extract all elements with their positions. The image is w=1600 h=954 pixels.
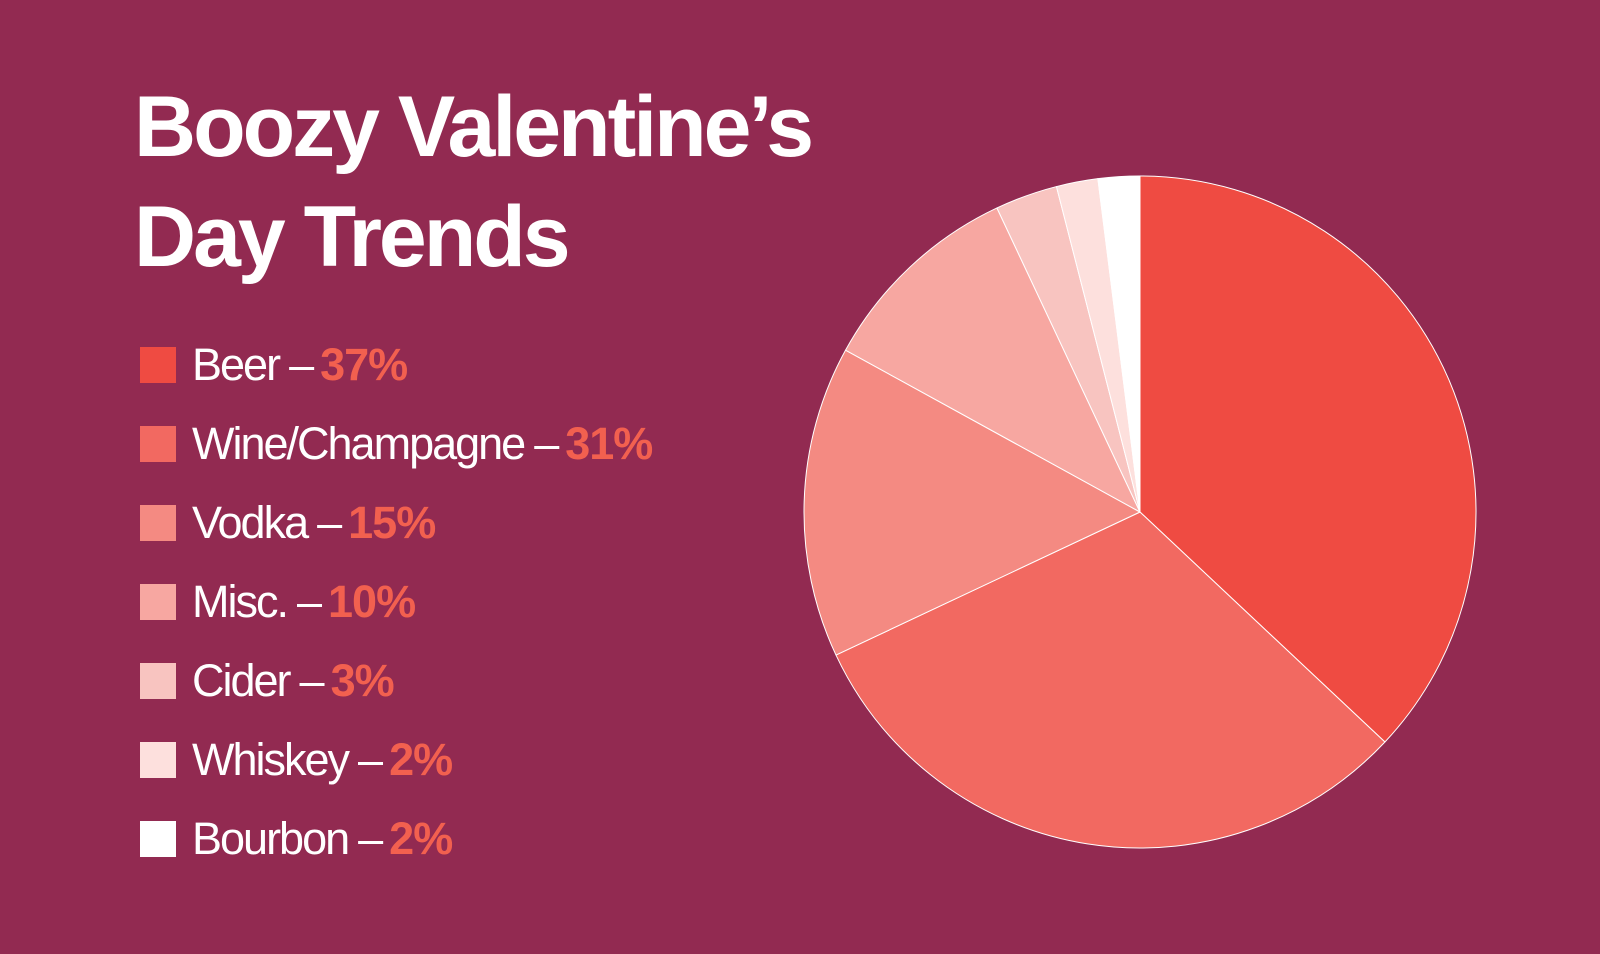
- legend-label-beer: Beer: [192, 338, 281, 390]
- legend-separator: –: [358, 812, 383, 864]
- legend-separator: –: [534, 417, 559, 469]
- legend-item-wine-champagne: Wine/Champagne – 31%: [140, 404, 653, 483]
- legend-value-misc: 10%: [328, 575, 416, 627]
- legend-separator: –: [299, 654, 325, 706]
- legend-swatch-vodka: [140, 504, 176, 541]
- legend-swatch-cider: [140, 662, 176, 699]
- pie-slice-misc: [845, 207, 1141, 513]
- pie-slice-wine-champagne: [835, 511, 1386, 849]
- legend-value-beer: 37%: [320, 338, 408, 390]
- legend-item-misc: Misc. – 10%: [140, 562, 652, 641]
- legend-item-cider: Cider – 3%: [140, 641, 652, 720]
- legend-label-bourbon: Bourbon: [192, 812, 350, 864]
- legend-value-bourbon: 2%: [389, 812, 453, 864]
- legend-value-wine-champagne: 31%: [565, 417, 653, 469]
- legend-swatch-misc: [140, 583, 176, 620]
- legend-item-whiskey: Whiskey – 2%: [140, 720, 652, 799]
- chart-title-line-1: Boozy Valentine’s: [134, 79, 814, 175]
- pie-chart: [803, 175, 1477, 849]
- legend-value-whiskey: 2%: [389, 733, 453, 785]
- legend-item-bourbon: Bourbon – 2%: [140, 799, 652, 878]
- legend-value-vodka: 15%: [348, 496, 436, 548]
- chart-title: Boozy Valentine’s Day Trends: [134, 72, 894, 292]
- legend-label-vodka: Vodka: [192, 496, 309, 548]
- legend-label-cider: Cider: [192, 654, 292, 706]
- legend-item-beer: Beer – 37%: [140, 325, 652, 404]
- pie-slice-bourbon: [1097, 175, 1141, 513]
- legend-swatch-bourbon: [140, 820, 176, 857]
- legend-swatch-wine-champagne: [140, 425, 176, 462]
- pie-slices: [803, 175, 1477, 849]
- legend-label-misc: Misc.: [192, 575, 289, 627]
- legend-separator: –: [358, 733, 383, 785]
- chart-legend: Beer – 37% Wine/Champagne – 31% Vodka – …: [140, 325, 653, 878]
- legend-separator: –: [289, 338, 314, 390]
- legend-separator: –: [317, 496, 342, 548]
- chart-title-line-2: Day Trends: [134, 189, 571, 285]
- pie-slice-vodka: [803, 349, 1141, 656]
- legend-value-cider: 3%: [330, 654, 395, 706]
- legend-separator: –: [297, 575, 322, 627]
- legend-swatch-whiskey: [140, 741, 176, 778]
- legend-swatch-beer: [140, 346, 176, 383]
- legend-label-whiskey: Whiskey: [192, 733, 350, 785]
- pie-slice-beer: [1139, 175, 1477, 743]
- legend-label-wine-champagne: Wine/Champagne: [192, 417, 526, 469]
- legend-item-vodka: Vodka – 15%: [140, 483, 652, 562]
